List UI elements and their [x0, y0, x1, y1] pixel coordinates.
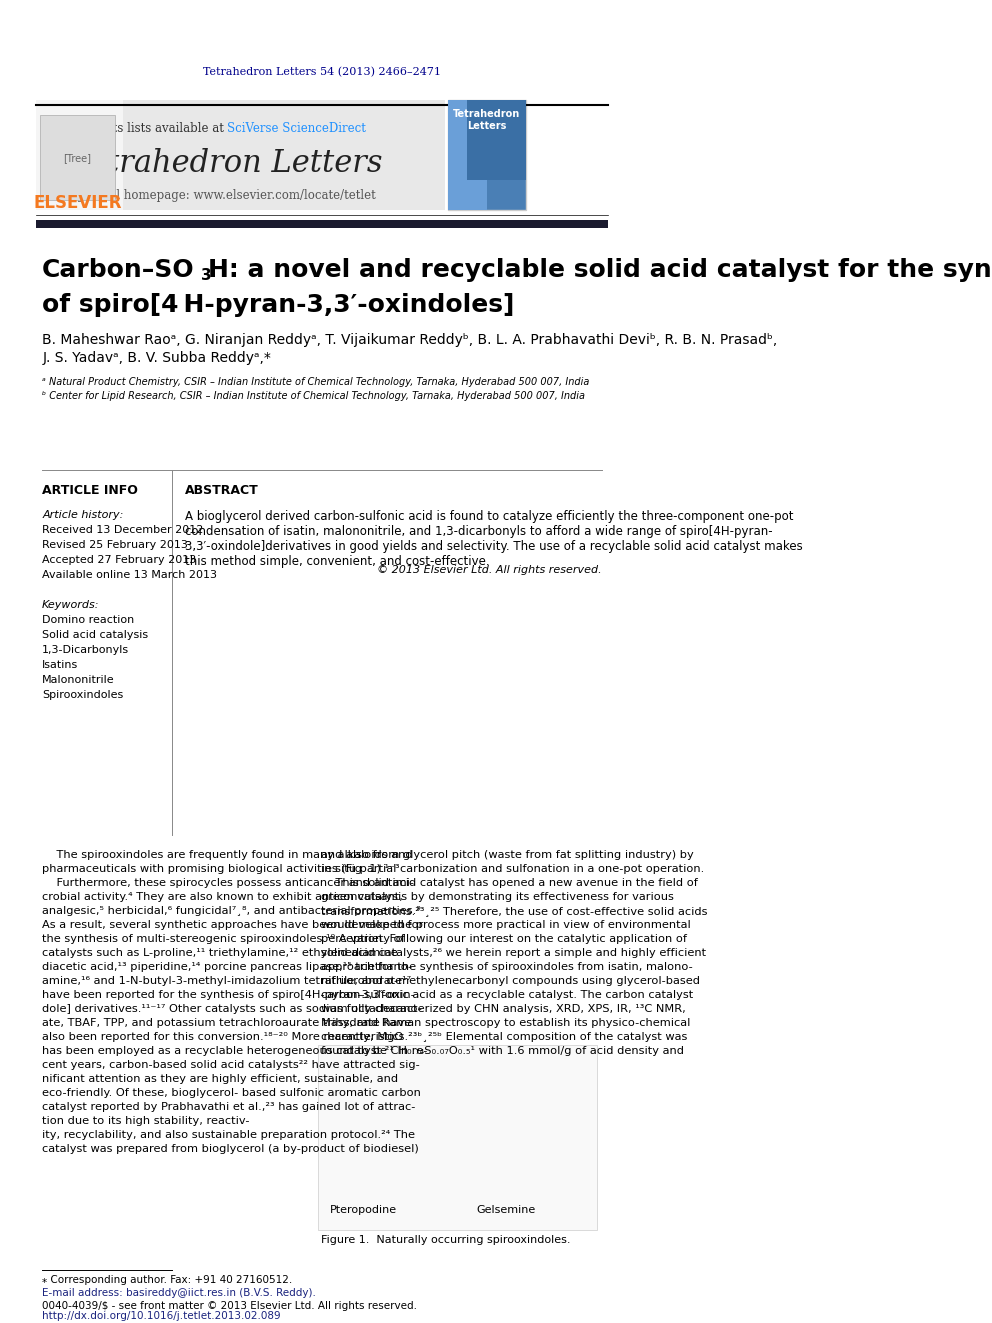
- Text: Accepted 27 February 2013: Accepted 27 February 2013: [43, 556, 196, 565]
- Text: journal homepage: www.elsevier.com/locate/tetlet: journal homepage: www.elsevier.com/locat…: [78, 189, 376, 202]
- Text: ⁎ Corresponding author. Fax: +91 40 27160512.: ⁎ Corresponding author. Fax: +91 40 2716…: [43, 1275, 293, 1285]
- Text: H: a novel and recyclable solid acid catalyst for the synthesis: H: a novel and recyclable solid acid cat…: [207, 258, 992, 282]
- Text: 0040-4039/$ - see front matter © 2013 Elsevier Ltd. All rights reserved.: 0040-4039/$ - see front matter © 2013 El…: [43, 1301, 418, 1311]
- Text: Solid acid catalysis: Solid acid catalysis: [43, 630, 149, 640]
- Text: ARTICLE INFO: ARTICLE INFO: [43, 483, 138, 496]
- Text: and also from glycerol pitch (waste from fat splitting industry) by
in situ part: and also from glycerol pitch (waste from…: [321, 849, 708, 1056]
- Text: Isatins: Isatins: [43, 660, 78, 669]
- Text: Spirooxindoles: Spirooxindoles: [43, 691, 123, 700]
- Bar: [448, 101, 487, 210]
- Text: © 2013 Elsevier Ltd. All rights reserved.: © 2013 Elsevier Ltd. All rights reserved…: [377, 565, 602, 576]
- Bar: [41, 115, 115, 200]
- Text: 1,3-Dicarbonyls: 1,3-Dicarbonyls: [43, 646, 129, 655]
- Bar: [36, 101, 123, 210]
- Text: [Tree]: [Tree]: [63, 153, 91, 163]
- Text: Pteropodine: Pteropodine: [330, 1205, 397, 1215]
- Text: ᵇ Center for Lipid Research, CSIR – Indian Institute of Chemical Technology, Tar: ᵇ Center for Lipid Research, CSIR – Indi…: [43, 392, 585, 401]
- Text: Tetrahedron Letters: Tetrahedron Letters: [71, 147, 383, 179]
- Text: E-mail address: basireddy@iict.res.in (B.V.S. Reddy).: E-mail address: basireddy@iict.res.in (B…: [43, 1289, 316, 1298]
- Text: J. S. Yadavᵃ, B. V. Subba Reddyᵃ,*: J. S. Yadavᵃ, B. V. Subba Reddyᵃ,*: [43, 351, 271, 365]
- Text: Malononitrile: Malononitrile: [43, 675, 115, 685]
- Text: Available online 13 March 2013: Available online 13 March 2013: [43, 570, 217, 579]
- Bar: [318, 1045, 597, 1230]
- Bar: [36, 220, 608, 228]
- Text: A bioglycerol derived carbon-sulfonic acid is found to catalyze efficiently the : A bioglycerol derived carbon-sulfonic ac…: [186, 509, 803, 568]
- Text: SciVerse ScienceDirect: SciVerse ScienceDirect: [227, 122, 366, 135]
- Text: Carbon–SO: Carbon–SO: [43, 258, 194, 282]
- Text: Received 13 December 2012: Received 13 December 2012: [43, 525, 203, 534]
- Text: ELSEVIER: ELSEVIER: [33, 194, 121, 212]
- Text: http://dx.doi.org/10.1016/j.tetlet.2013.02.089: http://dx.doi.org/10.1016/j.tetlet.2013.…: [43, 1311, 281, 1320]
- Text: Gelsemine: Gelsemine: [477, 1205, 536, 1215]
- Text: Revised 25 February 2013: Revised 25 February 2013: [43, 540, 188, 550]
- Bar: [467, 101, 526, 180]
- Text: Domino reaction: Domino reaction: [43, 615, 135, 624]
- Text: Contents lists available at: Contents lists available at: [69, 122, 227, 135]
- Text: Article history:: Article history:: [43, 509, 124, 520]
- Bar: [448, 101, 526, 210]
- Bar: [36, 101, 444, 210]
- Text: ᵃ Natural Product Chemistry, CSIR – Indian Institute of Chemical Technology, Tar: ᵃ Natural Product Chemistry, CSIR – Indi…: [43, 377, 589, 388]
- Text: Keywords:: Keywords:: [43, 601, 100, 610]
- Text: Tetrahedron Letters 54 (2013) 2466–2471: Tetrahedron Letters 54 (2013) 2466–2471: [203, 67, 441, 77]
- Text: The spirooxindoles are frequently found in many alkaloids and
pharmaceuticals wi: The spirooxindoles are frequently found …: [43, 849, 428, 1154]
- Text: ABSTRACT: ABSTRACT: [186, 483, 259, 496]
- Text: 3: 3: [201, 267, 212, 283]
- Text: of spiro[4 H-pyran-3,3′-oxindoles]: of spiro[4 H-pyran-3,3′-oxindoles]: [43, 292, 515, 318]
- Text: Figure 1.  Naturally occurring spirooxindoles.: Figure 1. Naturally occurring spirooxind…: [321, 1234, 570, 1245]
- Text: Tetrahedron
Letters: Tetrahedron Letters: [453, 110, 521, 131]
- Text: B. Maheshwar Raoᵃ, G. Niranjan Reddyᵃ, T. Vijaikumar Reddyᵇ, B. L. A. Prabhavath: B. Maheshwar Raoᵃ, G. Niranjan Reddyᵃ, T…: [43, 333, 778, 347]
